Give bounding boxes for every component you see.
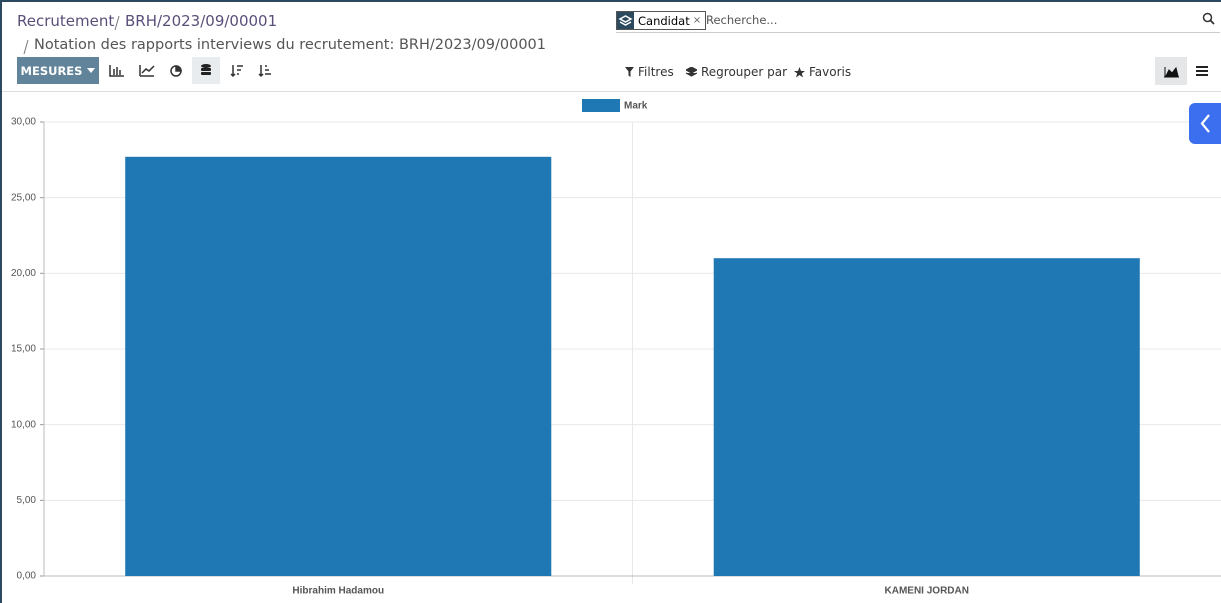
group-by-button[interactable]: Regrouper par: [686, 65, 787, 79]
separator: [114, 15, 120, 31]
y-tick-label: 25,00: [11, 192, 36, 203]
measures-label: MESURES: [20, 63, 83, 78]
search-icon[interactable]: [1202, 12, 1216, 26]
y-tick-label: 5,00: [17, 495, 37, 506]
group-by-label: Regrouper par: [701, 65, 788, 79]
bar: [713, 258, 1140, 576]
divider: [2, 91, 1221, 92]
facet-label: Candidat: [638, 13, 690, 28]
side-panel-toggle[interactable]: [1189, 103, 1221, 144]
search-placeholder[interactable]: Recherche...: [706, 13, 778, 27]
facet-icon: [617, 12, 634, 29]
y-tick-label: 10,00: [11, 419, 36, 430]
view-icons[interactable]: [102, 57, 282, 84]
bar: [125, 156, 552, 576]
measures-button[interactable]: MESURES: [17, 57, 99, 84]
search-bar[interactable]: [616, 10, 1220, 33]
legend-label: Mark: [624, 101, 648, 112]
caret: [87, 68, 96, 73]
y-tick-label: 30,00: [11, 117, 36, 128]
legend-swatch: [582, 99, 620, 112]
star-icon: [794, 66, 805, 77]
chart: 0,00 5,00 10,00 15,00 20,00 25,00 30,00 Mark Hib…: [11, 99, 1221, 597]
layers-icon: [686, 67, 697, 77]
filter-icon: [625, 67, 634, 77]
x-tick-label: KAMENI JORDAN: [885, 586, 969, 597]
breadcrumb-current: Notation des rapports interviews du recr…: [34, 37, 547, 53]
favorites-button[interactable]: Favoris: [794, 65, 851, 79]
filters-button[interactable]: Filtres: [625, 65, 674, 79]
breadcrumb-link[interactable]: Recrutement: [17, 12, 115, 30]
separator: [23, 39, 29, 55]
favorites-label: Favoris: [809, 65, 852, 79]
view-switcher[interactable]: [1155, 57, 1219, 85]
y-tick-label: 0,00: [17, 571, 37, 582]
filters-label: Filtres: [638, 65, 674, 79]
breadcrumb-link[interactable]: BRH/2023/09/00001: [125, 12, 278, 30]
y-tick-label: 20,00: [11, 268, 36, 279]
facet: Candidat ×: [616, 11, 707, 30]
x-tick-label: Hibrahim Hadamou: [292, 586, 384, 597]
y-tick-label: 15,00: [11, 344, 36, 355]
facet-remove[interactable]: ×: [692, 15, 702, 26]
